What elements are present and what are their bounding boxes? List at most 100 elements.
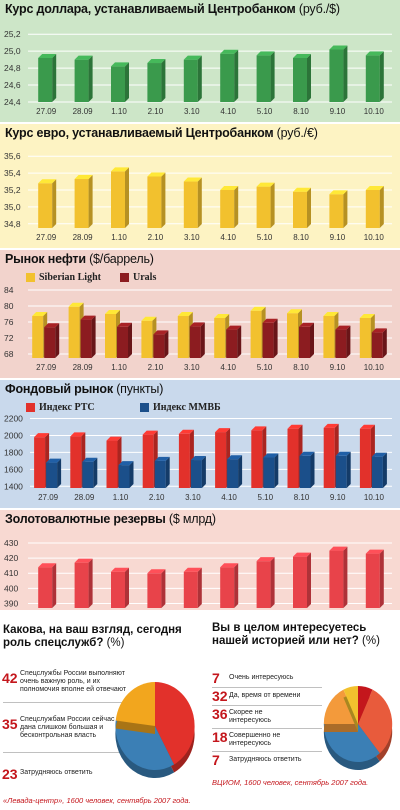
bar [335, 325, 351, 358]
bar [329, 546, 348, 608]
x-tick-label: 5.10 [258, 493, 274, 502]
poll-right-question: Вы в целом интересуетесь нашей историей … [212, 622, 380, 647]
poll-left-answer-1: Спецслужбы России выполняют очень важную… [20, 670, 127, 693]
y-tick-label: 35,6 [4, 151, 21, 161]
x-tick-label: 4.10 [220, 107, 236, 116]
pie-slice [358, 689, 393, 754]
oil-legend-siberian: Siberian Light [26, 272, 101, 283]
x-tick-label: 5.10 [257, 363, 273, 372]
bar [299, 451, 315, 488]
x-tick-label: 2.10 [148, 233, 164, 242]
y-tick-label: 1600 [4, 464, 23, 474]
y-tick-label: 35,2 [4, 185, 21, 195]
bar [371, 452, 387, 488]
stock-panel: Фондовый рынок (пункты) Индекс РТС Индек… [0, 380, 400, 508]
poll-right-answer-5: Затрудняюсь ответить [229, 756, 302, 763]
y-tick-label: 1800 [4, 447, 23, 457]
bar [299, 322, 314, 358]
poll-left-pct-2: 35 [2, 716, 18, 732]
bar [80, 315, 96, 358]
x-tick-label: 1.10 [111, 233, 127, 242]
x-tick-label: 10.10 [364, 363, 385, 372]
bar [365, 186, 384, 228]
pie-slice [323, 724, 380, 762]
bar [256, 557, 275, 608]
bar [365, 51, 384, 102]
bar [111, 567, 129, 608]
stock-chart: 1400 1600 1800 2000 2200 27.09 28.09 1.10 2.10 3.… [4, 414, 392, 502]
x-tick-label: 8.10 [293, 363, 309, 372]
bar [44, 323, 60, 358]
poll-left-answer-3: Затрудняюсь ответить [20, 769, 93, 776]
poll-left-pie [115, 682, 195, 778]
bar [226, 325, 242, 358]
x-tick-label: 10.10 [364, 493, 385, 502]
stock-title: Фондовый рынок (пункты) [5, 382, 164, 396]
bar [111, 167, 129, 228]
x-tick-label: 9.10 [330, 233, 346, 242]
poll-left-source: «Левада-центр», 1600 человек, сентябрь 2… [3, 796, 191, 805]
pie-slice [155, 682, 195, 765]
x-tick-label: 3.10 [184, 107, 200, 116]
x-tick-label: 27.09 [36, 363, 57, 372]
bar [154, 456, 170, 488]
poll-left-pct-3: 23 [2, 766, 18, 782]
y-tick-label: 80 [4, 301, 14, 311]
bar [117, 322, 132, 358]
poll-right-answer-2: Да, время от времени [229, 692, 301, 699]
bar [256, 182, 275, 228]
bar [329, 190, 348, 228]
pie-slice [115, 682, 155, 726]
oil-title: Рынок нефти ($/баррель) [5, 252, 154, 266]
x-tick-label: 9.10 [330, 493, 346, 502]
stock-legend-rts: Индекс РТС [26, 402, 95, 413]
x-tick-label: 8.10 [293, 233, 309, 242]
y-tick-label: 2200 [4, 414, 23, 424]
poll-right-answer-3: Скорее не интересуюсь [229, 709, 271, 724]
eur-title: Курс евро, устанавливаемый Центробанком … [5, 126, 318, 140]
eur-chart: 34,8 35,0 35,2 35,4 35,6 27.09 28.09 1.10 2.10 3.… [4, 151, 392, 242]
x-tick-label: 10.10 [364, 233, 385, 242]
oil-legend-urals: Urals [120, 272, 156, 283]
bar [46, 458, 62, 488]
poll-right-pct-2: 32 [212, 688, 228, 704]
x-tick-label: 28.09 [73, 107, 94, 116]
x-tick-label: 9.10 [330, 107, 346, 116]
bar [183, 55, 202, 102]
y-tick-label: 35,0 [4, 202, 21, 212]
y-tick-label: 1400 [4, 481, 23, 491]
bar [153, 330, 169, 358]
bar [329, 45, 348, 102]
x-tick-label: 10.10 [364, 107, 385, 116]
y-tick-label: 76 [4, 317, 14, 327]
y-tick-label: 68 [4, 349, 14, 359]
bar [263, 453, 279, 488]
x-tick-label: 2.10 [149, 493, 165, 502]
bar [190, 456, 206, 488]
x-tick-label: 3.10 [185, 493, 201, 502]
bar [220, 186, 239, 228]
bar [111, 62, 129, 102]
x-tick-label: 5.10 [257, 107, 273, 116]
poll-right-source: ВЦИОМ, 1600 человек, сентябрь 2007 года. [212, 778, 369, 787]
y-tick-label: 35,4 [4, 168, 21, 178]
x-tick-label: 5.10 [257, 233, 273, 242]
pie-slice [115, 720, 175, 770]
poll-right-pct-4: 18 [212, 729, 228, 745]
x-tick-label: 1.10 [113, 493, 129, 502]
bar [147, 172, 166, 228]
y-tick-label: 72 [4, 333, 14, 343]
poll-right-pie [323, 686, 393, 770]
poll-right-pct-5: 7 [212, 752, 220, 768]
y-tick-label: 34,8 [4, 219, 21, 229]
bar [365, 549, 384, 608]
y-tick-label: 400 [4, 583, 18, 593]
y-tick-label: 24,6 [4, 80, 21, 90]
bar [38, 563, 57, 608]
bar [262, 318, 278, 358]
y-tick-label: 84 [4, 285, 14, 295]
usd-panel: Курс доллара, устанавливаемый Центробанк… [0, 0, 400, 122]
x-tick-label: 28.09 [73, 233, 94, 242]
bar [183, 177, 202, 228]
